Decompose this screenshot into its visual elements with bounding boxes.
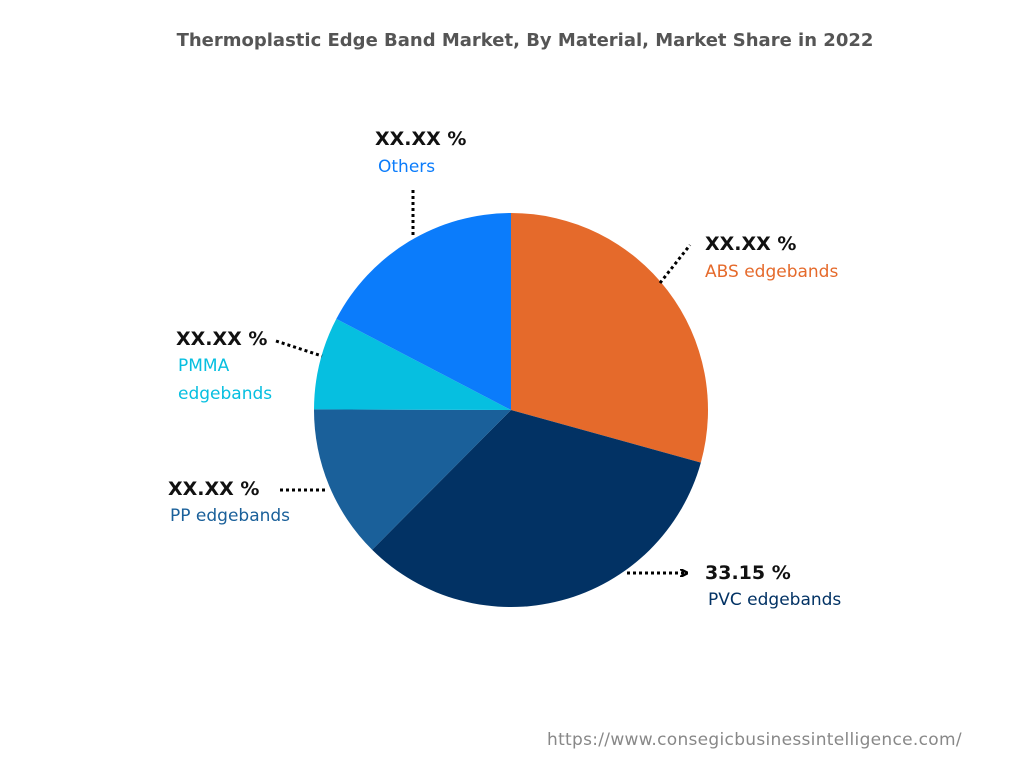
value-label: XX.XX %	[375, 128, 467, 150]
pie-slice	[313, 409, 511, 550]
category-label: PMMA edgebands	[178, 356, 273, 404]
value-label: XX.XX %	[176, 328, 268, 350]
value-label: 33.15 %	[705, 562, 791, 584]
pie-slice	[336, 213, 511, 410]
category-label: ABS edgebands	[705, 262, 839, 282]
leader-line	[658, 244, 692, 284]
pie-slice	[372, 410, 701, 608]
category-label: Others	[378, 157, 436, 177]
chart-title: Thermoplastic Edge Band Market, By Mater…	[176, 30, 874, 51]
source-url: https://www.consegicbusinessintelligence…	[547, 730, 962, 750]
pie-slice	[511, 213, 708, 463]
category-label: PP edgebands	[170, 506, 291, 526]
value-label: XX.XX %	[705, 233, 797, 255]
value-label: XX.XX %	[168, 478, 260, 500]
pie-slice	[314, 318, 511, 410]
leader-line	[275, 339, 323, 358]
category-label: PVC edgebands	[708, 590, 842, 610]
